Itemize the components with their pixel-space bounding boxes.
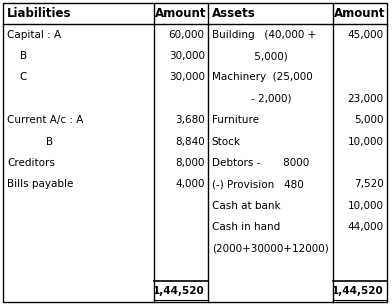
- Text: 8,840: 8,840: [175, 136, 205, 147]
- Text: 8,000: 8,000: [175, 158, 205, 168]
- Text: B: B: [7, 51, 27, 61]
- Text: Building   (40,000 +: Building (40,000 +: [212, 30, 316, 40]
- Text: Amount: Amount: [334, 7, 385, 20]
- Text: (-) Provision   480: (-) Provision 480: [212, 179, 303, 189]
- Text: 10,000: 10,000: [348, 201, 383, 211]
- Text: 1,44,520: 1,44,520: [153, 286, 205, 296]
- Text: Capital : A: Capital : A: [7, 30, 61, 40]
- Text: 60,000: 60,000: [169, 30, 205, 40]
- Text: Current A/c : A: Current A/c : A: [7, 115, 83, 125]
- Text: (2000+30000+12000): (2000+30000+12000): [212, 244, 328, 254]
- Text: 7,520: 7,520: [354, 179, 383, 189]
- Text: B: B: [7, 136, 53, 147]
- Text: 44,000: 44,000: [347, 222, 383, 232]
- Text: Stock: Stock: [212, 136, 241, 147]
- Text: Furniture: Furniture: [212, 115, 259, 125]
- Text: Machinery  (25,000: Machinery (25,000: [212, 73, 312, 82]
- Text: 4,000: 4,000: [175, 179, 205, 189]
- Text: Cash in hand: Cash in hand: [212, 222, 280, 232]
- Text: Cash at bank: Cash at bank: [212, 201, 280, 211]
- Text: Amount: Amount: [155, 7, 207, 20]
- Text: 10,000: 10,000: [348, 136, 383, 147]
- Text: 3,680: 3,680: [175, 115, 205, 125]
- Text: 30,000: 30,000: [169, 73, 205, 82]
- Text: Creditors: Creditors: [7, 158, 55, 168]
- Text: 1,44,520: 1,44,520: [332, 286, 383, 296]
- Text: 45,000: 45,000: [347, 30, 383, 40]
- Text: Bills payable: Bills payable: [7, 179, 73, 189]
- Text: Debtors -       8000: Debtors - 8000: [212, 158, 309, 168]
- Text: 5,000: 5,000: [354, 115, 383, 125]
- Text: Assets: Assets: [212, 7, 256, 20]
- Text: 30,000: 30,000: [169, 51, 205, 61]
- Text: 5,000): 5,000): [212, 51, 287, 61]
- Text: Liabilities: Liabilities: [7, 7, 71, 20]
- Text: C: C: [7, 73, 27, 82]
- Text: - 2,000): - 2,000): [212, 94, 291, 104]
- Text: 23,000: 23,000: [347, 94, 383, 104]
